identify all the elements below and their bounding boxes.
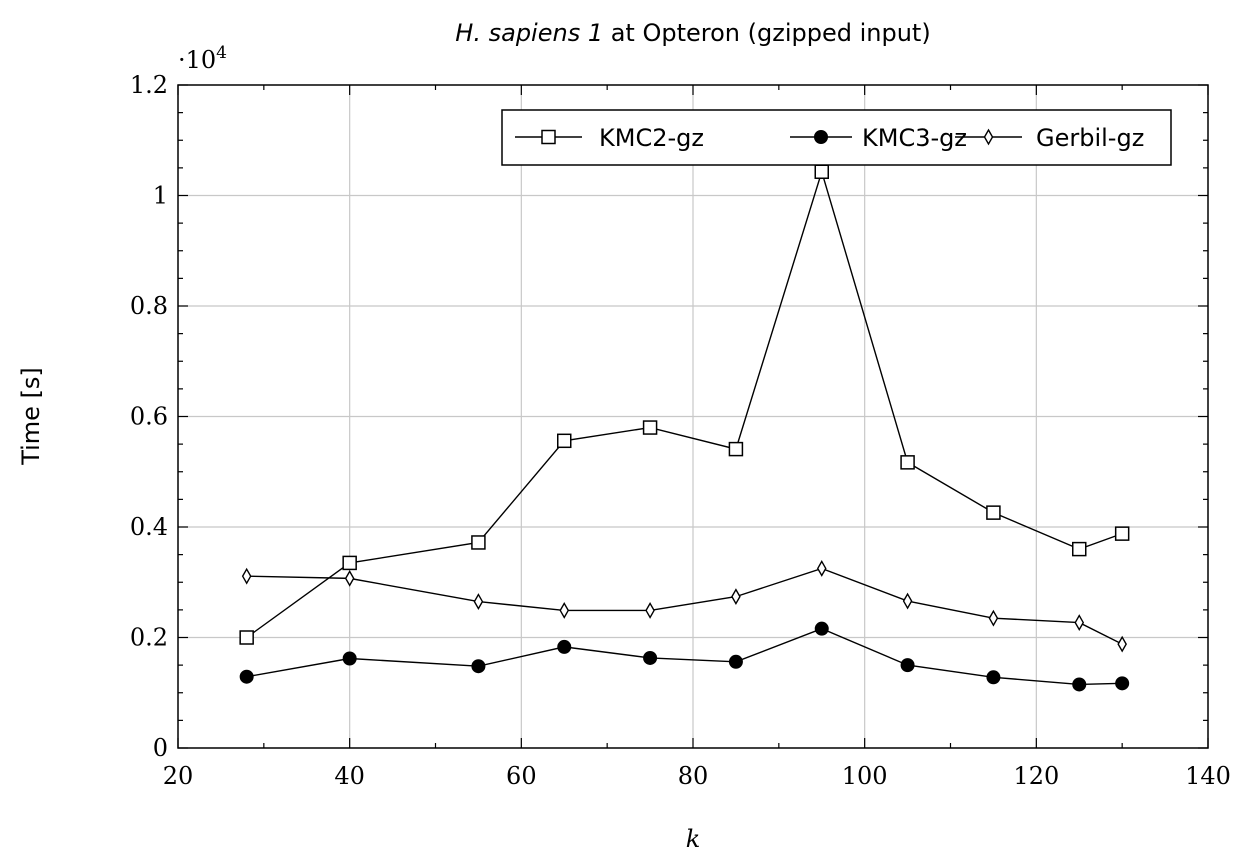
data-point [814,621,829,636]
series-layer [239,164,1130,692]
data-point [239,630,254,645]
data-point [642,420,658,435]
chart-title-italic: H. sapiens 1 [455,19,603,47]
y-tick-label: 0.8 [130,292,168,320]
series-kmc3-gz [239,621,1130,692]
data-point [1072,541,1087,557]
y-tick-label: 1.2 [130,71,168,99]
legend-label: KMC3-gz [862,124,967,152]
x-axis-label: k [686,825,701,853]
data-point [1074,614,1085,631]
data-point [988,609,999,627]
series-gerbil-gz [241,560,1127,653]
x-tick-labels: 20 40 60 80 100 120 140 [163,762,1231,790]
data-point [902,592,913,610]
y-scale-factor: ·104 [178,43,227,74]
x-tick-label: 20 [163,762,194,790]
data-point [728,441,744,457]
data-point [816,560,827,577]
data-point [559,602,570,619]
data-point [239,669,254,684]
data-point [471,535,486,550]
grid [178,85,1208,748]
data-point [731,588,741,606]
y-tick-label: 1 [153,182,168,210]
x-tick-label: 120 [1013,762,1059,790]
y-tick-label: 0 [153,734,168,762]
data-point [814,164,829,179]
data-point [1117,635,1127,653]
y-scale-exponent: 4 [216,43,227,63]
legend-item: KMC3-gz [790,124,967,152]
series-kmc2-gz [239,164,1130,645]
data-point [471,659,486,674]
y-tick-label: 0.6 [130,403,168,431]
data-point [473,593,484,610]
data-point [557,639,572,654]
y-axis-label: Time [s] [17,367,45,466]
y-scale-label: ·10 [178,46,216,74]
x-tick-label: 100 [842,762,888,790]
plot-frame [177,84,1209,749]
data-point [986,505,1001,520]
legend-item: Gerbil-gz [955,124,1144,152]
chart-title-rest: at Opteron (gzipped input) [603,19,931,47]
x-tick-label: 40 [334,762,365,790]
data-point [557,433,572,449]
data-point [986,670,1001,685]
data-point [645,602,655,619]
data-point [1072,677,1087,692]
legend: KMC2-gz KMC3-gz Gerbil-gz [501,109,1172,166]
y-tick-label: 0.4 [130,513,168,541]
legend-marker [541,129,556,145]
x-tick-label: 60 [506,762,537,790]
x-tick-label: 80 [678,762,709,790]
legend-marker [814,130,828,144]
data-point [900,455,915,470]
data-point [900,658,915,673]
data-point [342,651,357,666]
data-point [643,650,658,665]
data-point [241,567,252,585]
data-point [728,654,743,669]
data-point [344,569,355,587]
y-tick-labels: 0 0.2 0.4 0.6 0.8 1 1.2 [130,71,168,762]
legend-items: KMC2-gz KMC3-gz Gerbil-gz [515,124,1144,152]
y-tick-label: 0.2 [130,624,168,652]
data-point [1114,526,1130,541]
legend-item: KMC2-gz [515,124,704,152]
legend-label: KMC2-gz [599,124,704,152]
x-tick-label: 140 [1185,762,1231,790]
legend-label: Gerbil-gz [1036,124,1144,152]
series-line [246,169,1123,639]
legend-marker [983,128,994,146]
data-point [342,555,357,571]
series-line [246,567,1123,645]
chart-title: H. sapiens 1 at Opteron (gzipped input) [455,19,930,47]
data-point [1115,676,1130,691]
